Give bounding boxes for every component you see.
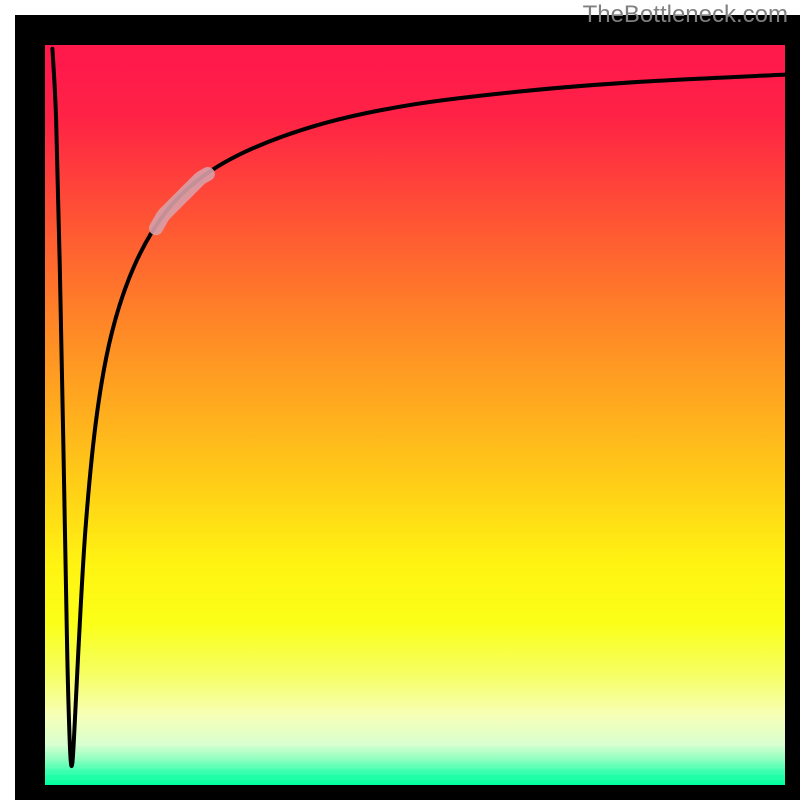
- bottleneck-chart: [0, 0, 800, 800]
- watermark-text: TheBottleneck.com: [583, 0, 788, 30]
- gradient-background: [45, 45, 785, 785]
- chart-stage: TheBottleneck.com: [0, 0, 800, 800]
